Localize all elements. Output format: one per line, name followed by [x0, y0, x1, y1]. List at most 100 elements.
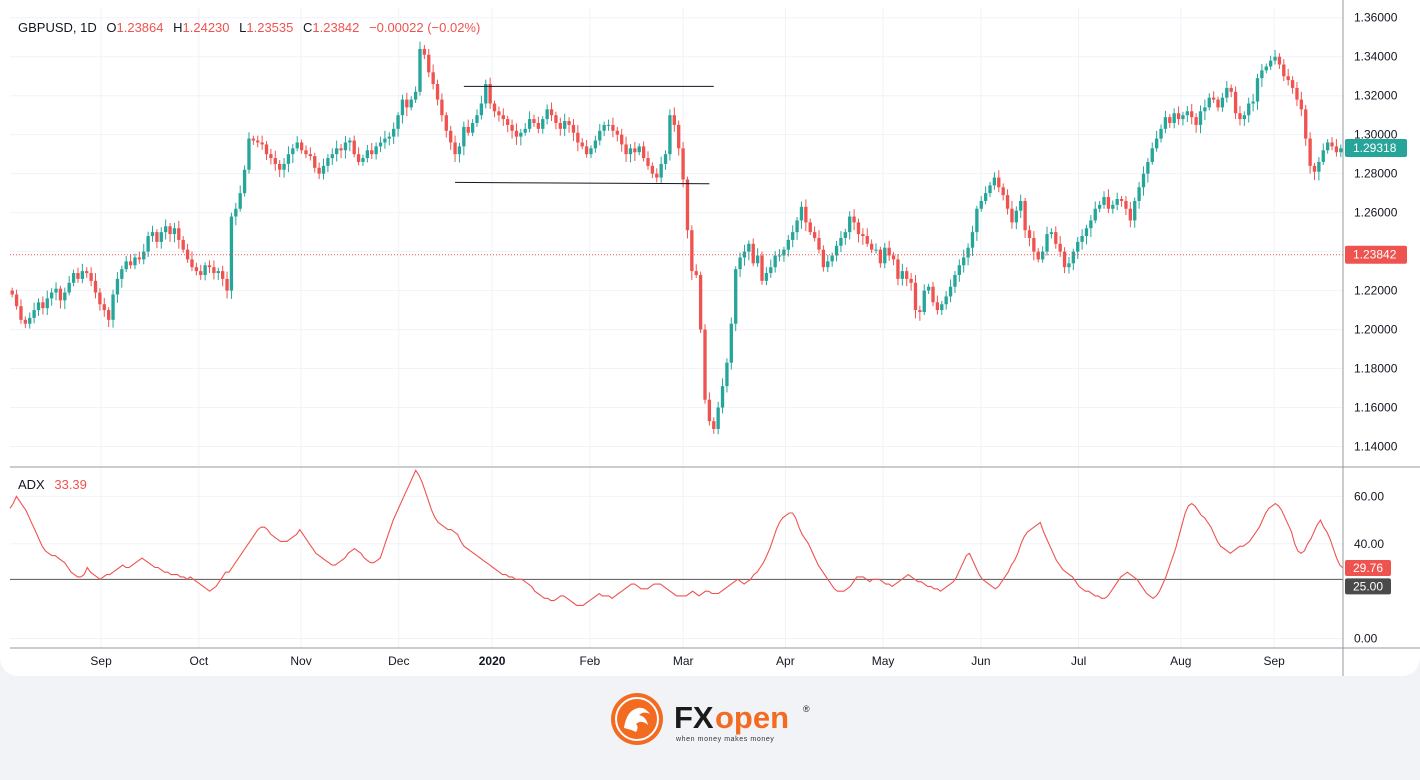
candle-body — [633, 148, 637, 153]
candle-body — [615, 130, 619, 135]
candle-body — [470, 122, 475, 133]
price-tick-label: 1.14000 — [1354, 440, 1398, 454]
price-tick-label: 1.34000 — [1354, 50, 1398, 64]
candle-body — [150, 232, 155, 237]
candle-body — [922, 290, 926, 313]
candle-body — [891, 255, 896, 260]
x-tick-label: Oct — [190, 654, 209, 668]
candle-body — [1299, 99, 1304, 110]
candle-body — [997, 177, 1001, 188]
candle-body — [962, 257, 966, 266]
candle-body — [124, 261, 128, 270]
candle-body — [843, 232, 847, 238]
candle-body — [738, 257, 742, 270]
low-value: 1.23535 — [246, 20, 294, 35]
candle-body — [308, 154, 313, 157]
price-tick-label: 1.28000 — [1354, 167, 1398, 181]
candle-body — [313, 156, 317, 168]
candle-body — [220, 271, 225, 279]
price-tick-label: 1.22000 — [1354, 284, 1398, 298]
candle-body — [935, 302, 940, 311]
candle-body — [549, 109, 554, 116]
candle-body — [593, 140, 598, 149]
candle-body — [418, 48, 422, 92]
fxopen-logo: FX open ® when money makes money — [611, 693, 810, 745]
candle-body — [1089, 220, 1093, 229]
candle-body — [848, 216, 852, 233]
candle-body — [163, 226, 168, 233]
candle-body — [444, 115, 448, 131]
candle-body — [1005, 195, 1010, 209]
candle-body — [979, 200, 983, 209]
candle-body — [348, 140, 352, 143]
candle-body — [370, 150, 374, 155]
candle-body — [383, 138, 387, 143]
candle-body — [567, 121, 571, 125]
candle-body — [492, 103, 497, 112]
candle-body — [1076, 241, 1080, 252]
candle-body — [1027, 230, 1032, 238]
candle-body — [975, 208, 979, 233]
candle-body — [782, 249, 786, 256]
candle-body — [663, 154, 668, 164]
candle-body — [677, 124, 681, 149]
price-legend: GBPUSD, 1D O1.23864 H1.24230 L1.23535 C1… — [18, 20, 480, 35]
candle-body — [983, 193, 988, 201]
candle-body — [725, 362, 729, 387]
candle-body — [242, 169, 247, 194]
candle-body — [484, 84, 488, 104]
candle-body — [1097, 204, 1102, 209]
candle-body — [1058, 243, 1062, 252]
candle-body — [751, 243, 755, 264]
candle-body — [1119, 198, 1124, 201]
price-tick-label: 1.32000 — [1354, 89, 1398, 103]
adx-tick-label: 60.00 — [1354, 489, 1384, 503]
candle-body — [563, 121, 567, 129]
candle-body — [356, 154, 361, 162]
candle-body — [558, 122, 562, 129]
candle-body — [14, 294, 19, 307]
candle-body — [58, 288, 63, 301]
candle-body — [729, 323, 733, 363]
candle-body — [826, 261, 830, 268]
candle-body — [23, 319, 28, 324]
candle-body — [1115, 198, 1119, 205]
adx-tick-label: 0.00 — [1354, 632, 1378, 646]
candle-body — [326, 158, 330, 166]
candle-body — [839, 237, 843, 246]
candle-body — [506, 119, 510, 125]
low-label: L — [239, 20, 247, 35]
candle-body — [405, 99, 409, 108]
candle-body — [1304, 109, 1308, 139]
adx-line — [9, 469, 1344, 606]
candle-body — [940, 304, 944, 311]
candle-body — [1049, 232, 1054, 235]
x-tick-label: Sep — [1263, 654, 1285, 668]
candle-body — [497, 111, 501, 116]
candle-body — [918, 310, 922, 313]
x-tick-label: Feb — [580, 654, 601, 668]
candle-body — [1339, 148, 1343, 153]
candle-body — [1185, 111, 1190, 116]
candle-body — [216, 271, 220, 274]
candle-body — [32, 310, 36, 318]
candle-body — [36, 302, 41, 311]
candle-body — [212, 267, 216, 274]
adx-level-tag: 25.00 — [1353, 579, 1383, 593]
candle-body — [115, 278, 120, 295]
candle-body — [286, 154, 291, 164]
candle-body — [378, 142, 383, 147]
candle-body — [422, 48, 427, 55]
candle-body — [387, 136, 391, 139]
high-label: H — [173, 20, 183, 35]
candle-body — [834, 245, 839, 256]
candle-body — [177, 228, 181, 240]
candle-body — [1216, 99, 1220, 108]
candle-body — [1198, 111, 1203, 125]
open-value: 1.23864 — [116, 20, 164, 35]
candle-body — [45, 298, 49, 309]
candle-body — [453, 142, 457, 155]
x-tick-label: May — [872, 654, 895, 668]
candle-body — [427, 54, 431, 73]
candle-body — [317, 167, 321, 174]
